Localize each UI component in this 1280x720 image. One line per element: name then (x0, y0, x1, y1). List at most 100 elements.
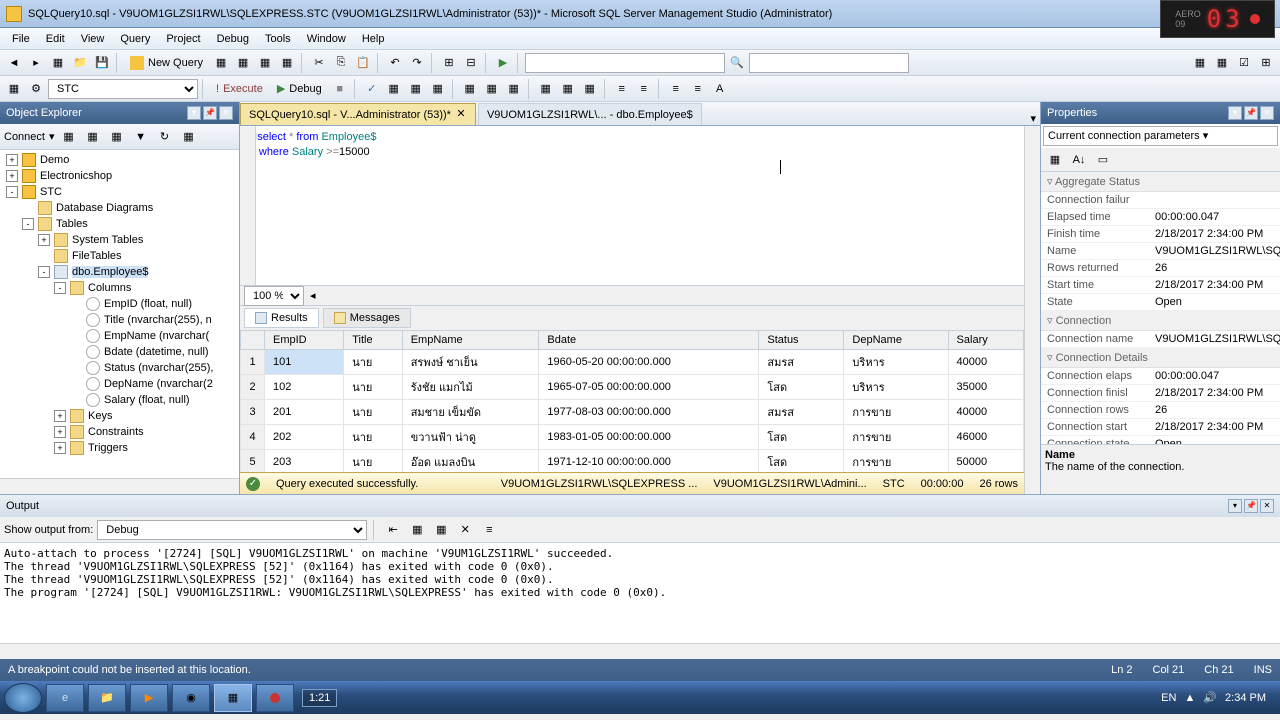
task-explorer[interactable]: 📁 (88, 684, 126, 712)
column-header[interactable]: Bdate (539, 331, 759, 350)
column-header[interactable]: Title (344, 331, 402, 350)
qt-3[interactable]: ▦ (428, 79, 448, 99)
paste-icon[interactable]: 📋 (353, 53, 373, 73)
table-row[interactable]: 1101นายสรพงษ์ ชาเย็น1960-05-20 00:00:00.… (241, 350, 1024, 375)
column-header[interactable]: DepName (844, 331, 948, 350)
prop-category[interactable]: ▿ Connection (1041, 311, 1280, 331)
menu-project[interactable]: Project (158, 30, 208, 48)
tree-node[interactable]: Salary (float, null) (2, 392, 237, 408)
prop-row[interactable]: Connection finisl2/18/2017 2:34:00 PM (1041, 385, 1280, 402)
save-icon[interactable]: 💾 (92, 53, 112, 73)
tree-toggle[interactable]: - (6, 186, 18, 198)
new-project-icon[interactable]: ▦ (48, 53, 68, 73)
prop-row[interactable]: Rows returned26 (1041, 260, 1280, 277)
task-media[interactable]: ▶ (130, 684, 168, 712)
parse-icon[interactable]: ✓ (362, 79, 382, 99)
oe-btn-1[interactable]: ▦ (59, 127, 79, 147)
qt-1[interactable]: ▦ (384, 79, 404, 99)
prop-row[interactable]: Start time2/18/2017 2:34:00 PM (1041, 277, 1280, 294)
tree-toggle[interactable]: + (54, 426, 66, 438)
indent-icon[interactable]: ≡ (612, 79, 632, 99)
tool-icon-c[interactable]: ☑ (1234, 53, 1254, 73)
tree-node[interactable]: FileTables (2, 248, 237, 264)
prop-row[interactable]: Connection start2/18/2017 2:34:00 PM (1041, 419, 1280, 436)
column-header[interactable]: EmpName (402, 331, 539, 350)
debug-button[interactable]: ▶Debug (271, 80, 328, 97)
clock[interactable]: 2:34 PM (1225, 692, 1266, 704)
prop-row[interactable]: Connection failur (1041, 192, 1280, 209)
column-header[interactable]: Salary (948, 331, 1023, 350)
menu-edit[interactable]: Edit (38, 30, 73, 48)
qt-2[interactable]: ▦ (406, 79, 426, 99)
menu-query[interactable]: Query (112, 30, 158, 48)
prop-row[interactable]: Elapsed time00:00:00.047 (1041, 209, 1280, 226)
tree-node[interactable]: DepName (nvarchar(2 (2, 376, 237, 392)
prop-row[interactable]: Connection rows26 (1041, 402, 1280, 419)
lang-indicator[interactable]: EN (1161, 692, 1176, 704)
tree-node[interactable]: -Tables (2, 216, 237, 232)
column-header[interactable] (241, 331, 265, 350)
oe-btn-2[interactable]: ▦ (83, 127, 103, 147)
editor-vscroll[interactable] (1024, 126, 1040, 494)
search-input[interactable] (525, 53, 725, 73)
props-combo[interactable]: Current connection parameters ▾ (1043, 126, 1278, 146)
find-icon[interactable]: 🔍 (727, 53, 747, 73)
tool-icon-a[interactable]: ▦ (1190, 53, 1210, 73)
tree-node[interactable]: -Columns (2, 280, 237, 296)
tbtn-1[interactable]: ▦ (211, 53, 231, 73)
tab-close-icon[interactable]: ✕ (455, 109, 467, 121)
cut-icon[interactable]: ✂ (309, 53, 329, 73)
results-tab[interactable]: Results (244, 308, 319, 328)
menu-tools[interactable]: Tools (257, 30, 299, 48)
tree-toggle[interactable]: - (38, 266, 50, 278)
props-close-icon[interactable]: ✕ (1260, 106, 1274, 120)
props-dropdown-icon[interactable]: ▾ (1228, 106, 1242, 120)
qt-9[interactable]: ▦ (580, 79, 600, 99)
prop-row[interactable]: NameV9UOM1GLZSI1RWL\SQ (1041, 243, 1280, 260)
out-btn-2[interactable]: ▦ (407, 520, 427, 540)
tree-toggle[interactable]: - (54, 282, 66, 294)
qt-6[interactable]: ▦ (504, 79, 524, 99)
sql-editor[interactable]: ⊟select * from Employee$ │where Salary >… (240, 126, 1024, 286)
tree-node[interactable]: +Demo (2, 152, 237, 168)
run-icon[interactable]: ▶ (493, 53, 513, 73)
qt-8[interactable]: ▦ (558, 79, 578, 99)
oe-refresh-icon[interactable]: ↻ (155, 127, 175, 147)
tbtn-2[interactable]: ▦ (233, 53, 253, 73)
tray-icon[interactable]: ▲ (1184, 692, 1195, 704)
oe-dropdown-icon[interactable]: ▾ (187, 106, 201, 120)
output-source-select[interactable]: Debug (97, 520, 367, 540)
qtool-2[interactable]: ⚙ (26, 79, 46, 99)
oe-btn-3[interactable]: ▦ (107, 127, 127, 147)
tree-node[interactable]: Status (nvarchar(255), (2, 360, 237, 376)
editor-tab[interactable]: V9UOM1GLZSI1RWL\... - dbo.Employee$ (478, 103, 702, 125)
search-input-2[interactable] (749, 53, 909, 73)
props-pin-icon[interactable]: 📌 (1244, 106, 1258, 120)
menu-debug[interactable]: Debug (209, 30, 257, 48)
start-button[interactable] (4, 683, 42, 713)
props-az-icon[interactable]: A↓ (1069, 150, 1089, 170)
uncomment-icon[interactable]: ≡ (688, 79, 708, 99)
out-btn-1[interactable]: ⇤ (383, 520, 403, 540)
database-select[interactable]: STC (48, 79, 198, 99)
tree-node[interactable]: +Triggers (2, 440, 237, 456)
out-dropdown-icon[interactable]: ▾ (1228, 499, 1242, 513)
props-grid[interactable]: ▿ Aggregate StatusConnection failurElaps… (1041, 172, 1280, 444)
tree-toggle[interactable]: + (54, 442, 66, 454)
tbtn-3[interactable]: ▦ (255, 53, 275, 73)
oe-pin-icon[interactable]: 📌 (203, 106, 217, 120)
prop-category[interactable]: ▿ Aggregate Status (1041, 172, 1280, 192)
results-grid[interactable]: EmpIDTitleEmpNameBdateStatusDepNameSalar… (240, 330, 1024, 472)
qt-4[interactable]: ▦ (460, 79, 480, 99)
out-wrap-icon[interactable]: ≡ (479, 520, 499, 540)
tree-node[interactable]: Title (nvarchar(255), n (2, 312, 237, 328)
tbtn-5[interactable]: ⊞ (439, 53, 459, 73)
redo-icon[interactable]: ↷ (407, 53, 427, 73)
out-clear-icon[interactable]: ✕ (455, 520, 475, 540)
oe-btn-5[interactable]: ▦ (179, 127, 199, 147)
tree-node[interactable]: +System Tables (2, 232, 237, 248)
new-query-button[interactable]: New Query (124, 54, 209, 72)
tree-node[interactable]: Database Diagrams (2, 200, 237, 216)
tabs-dropdown[interactable]: ▾ (1026, 112, 1040, 125)
table-row[interactable]: 5203นายอ๊อด แมลงบิน1971-12-10 00:00:00.0… (241, 450, 1024, 473)
